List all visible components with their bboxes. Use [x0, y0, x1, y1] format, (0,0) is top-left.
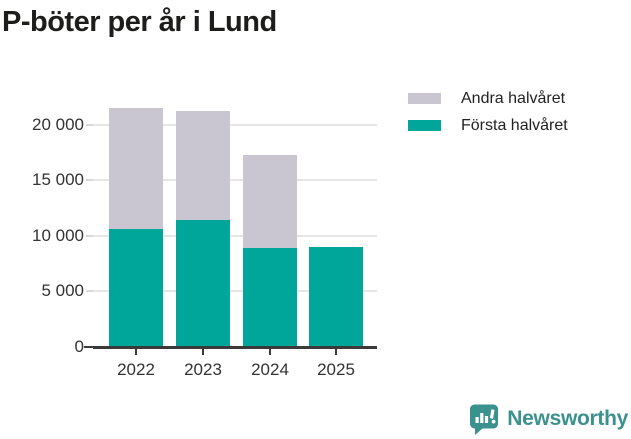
- bar-segment-forsta-2022: [109, 229, 163, 347]
- gridline: [93, 123, 377, 126]
- bar-segment-forsta-2023: [176, 220, 230, 347]
- x-tick-label: 2023: [184, 360, 222, 379]
- y-tick-label: 0: [74, 337, 84, 356]
- x-tick: [335, 348, 337, 355]
- legend-label: Andra halvåret: [461, 89, 566, 107]
- y-tick: [86, 290, 93, 293]
- legend-item-forsta-halvaret: Första halvåret: [408, 112, 568, 139]
- y-tick: [84, 346, 93, 348]
- x-axis-line: [93, 346, 377, 349]
- y-tick: [86, 123, 93, 126]
- bar-segment-forsta-2025: [309, 246, 363, 347]
- legend-swatch-forsta: [408, 120, 441, 131]
- bar-segment-andra-2024: [243, 155, 297, 248]
- gridline: [93, 179, 377, 182]
- y-tick-label: 15 000: [32, 170, 84, 190]
- newsworthy-brand[interactable]: Newsworthy: [468, 402, 628, 436]
- bar-segment-forsta-2024: [243, 248, 297, 347]
- x-tick-label: 2024: [251, 360, 289, 379]
- bar-segment-andra-2022: [109, 108, 163, 230]
- y-tick: [86, 179, 93, 182]
- legend-swatch-andra: [408, 93, 441, 104]
- x-tick-label: 2025: [317, 360, 355, 379]
- chart-title: P-böter per år i Lund: [2, 6, 277, 38]
- gridline: [93, 290, 377, 293]
- y-tick-label: 5 000: [41, 281, 84, 301]
- bar-segment-andra-2023: [176, 111, 230, 221]
- x-tick: [269, 348, 271, 355]
- y-tick-label: 20 000: [32, 114, 84, 134]
- legend-label: Första halvåret: [461, 116, 568, 134]
- y-tick-label: 10 000: [32, 225, 84, 245]
- brand-name: Newsworthy: [507, 407, 628, 430]
- gridline: [93, 234, 377, 237]
- newsworthy-logo-icon: [468, 402, 500, 436]
- legend-item-andra-halvaret: Andra halvåret: [408, 85, 568, 112]
- y-tick: [86, 234, 93, 237]
- x-tick: [202, 348, 204, 355]
- legend: Andra halvåret Första halvåret: [408, 85, 568, 139]
- x-tick-label: 2022: [117, 360, 155, 379]
- x-tick: [135, 348, 137, 355]
